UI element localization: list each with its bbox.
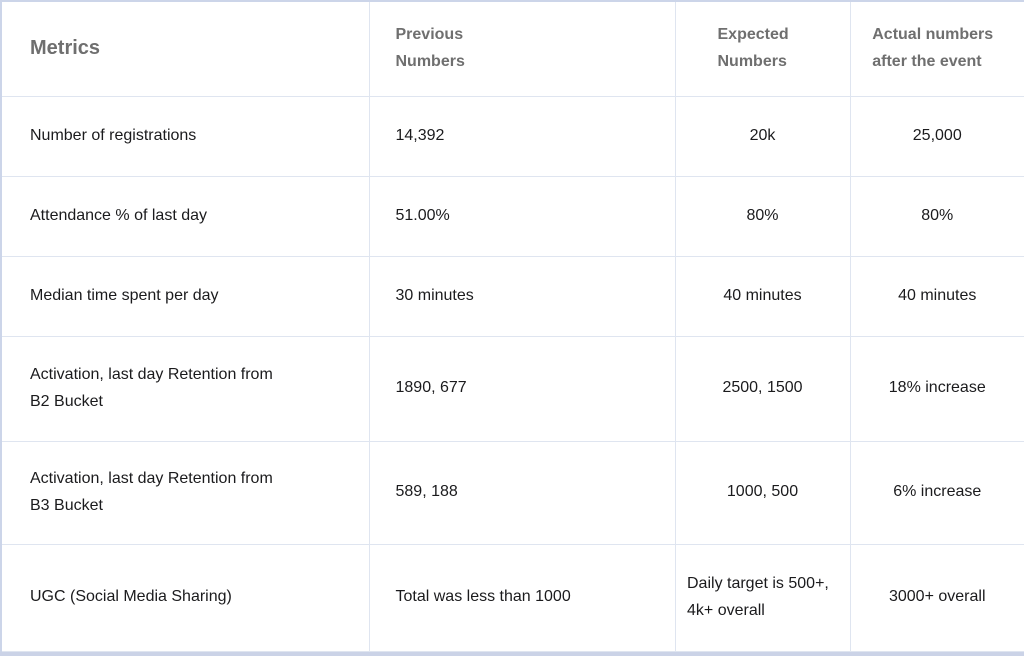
cell-metric-text: UGC (Social Media Sharing) (30, 588, 232, 606)
cell-expected[interactable]: 20k (674, 95, 851, 177)
cell-previous[interactable]: 1890, 677 (368, 335, 676, 442)
cell-previous[interactable]: 589, 188 (368, 440, 676, 545)
table-row-activation-b2: Activation, last day Retention from B2 B… (0, 335, 1024, 442)
table-row-median-time: Median time spent per day 30 minutes 40 … (0, 255, 1024, 337)
cell-previous-text: 1890, 677 (395, 379, 467, 397)
table-row-activation-b3: Activation, last day Retention from B3 B… (0, 440, 1024, 545)
column-header-metrics-label: Metrics (30, 37, 101, 60)
cell-metric-text: Median time spent per day (30, 286, 219, 304)
cell-previous-text: Total was less than 1000 (395, 588, 571, 606)
cell-expected[interactable]: 80% (674, 175, 851, 257)
cell-actual[interactable]: 6% increase (849, 440, 1024, 545)
cell-actual-text: 6% increase (893, 483, 982, 501)
cell-expected[interactable]: 2500, 1500 (674, 335, 851, 442)
cell-actual-text: 80% (921, 206, 954, 224)
cell-expected[interactable]: 1000, 500 (674, 440, 851, 545)
table-header-row: Metrics Previous Numbers Expected Number… (0, 0, 1024, 97)
cell-previous-text: 30 minutes (395, 286, 474, 304)
cell-expected-text: 80% (746, 206, 779, 224)
cell-previous[interactable]: 14,392 (368, 95, 676, 177)
cell-metric-text: Number of registrations (30, 126, 197, 144)
cell-actual-text: 3000+ overall (888, 588, 986, 606)
cell-expected-text: 2500, 1500 (722, 379, 803, 397)
cell-metric[interactable]: Activation, last day Retention from B2 B… (0, 335, 370, 442)
table-row-registrations: Number of registrations 14,392 20k 25,00… (0, 95, 1024, 177)
cell-metric[interactable]: Number of registrations (0, 95, 370, 177)
cell-actual[interactable]: 80% (849, 175, 1024, 257)
cell-metric-text: Activation, last day Retention from B2 B… (30, 366, 273, 410)
cell-expected-text: 1000, 500 (726, 483, 799, 501)
cell-expected[interactable]: Daily target is 500+, 4k+ overall (674, 543, 851, 652)
cell-actual[interactable]: 25,000 (849, 95, 1024, 177)
column-header-actual-numbers[interactable]: Actual numbers after the event (849, 0, 1024, 97)
cell-metric[interactable]: Attendance % of last day (0, 175, 370, 257)
cell-expected[interactable]: 40 minutes (674, 255, 851, 337)
cell-actual[interactable]: 18% increase (849, 335, 1024, 442)
cell-previous[interactable]: Total was less than 1000 (368, 543, 676, 652)
cell-previous[interactable]: 51.00% (368, 175, 676, 257)
column-header-expected-numbers-label: Expected Numbers (717, 26, 789, 70)
table-row-ugc: UGC (Social Media Sharing) Total was les… (0, 543, 1024, 652)
cell-expected-text: 20k (749, 126, 776, 144)
cell-previous-text: 589, 188 (395, 483, 458, 501)
column-header-expected-numbers[interactable]: Expected Numbers (674, 0, 851, 97)
cell-previous-text: 51.00% (395, 206, 450, 224)
cell-metric[interactable]: Activation, last day Retention from B3 B… (0, 440, 370, 545)
cell-metric-text: Activation, last day Retention from B3 B… (30, 470, 273, 514)
column-header-metrics[interactable]: Metrics (0, 0, 370, 97)
column-header-previous-numbers[interactable]: Previous Numbers (368, 0, 676, 97)
cell-actual-text: 25,000 (912, 126, 962, 144)
cell-metric[interactable]: Median time spent per day (0, 255, 370, 337)
bottom-accent-bar (0, 651, 1024, 656)
cell-actual[interactable]: 3000+ overall (849, 543, 1024, 652)
cell-expected-text: Daily target is 500+, 4k+ overall (687, 575, 829, 619)
cell-metric-text: Attendance % of last day (30, 206, 207, 224)
cell-expected-text: 40 minutes (723, 286, 802, 304)
table-row-attendance: Attendance % of last day 51.00% 80% 80% (0, 175, 1024, 257)
cell-actual-text: 18% increase (888, 379, 986, 397)
cell-previous-text: 14,392 (395, 126, 445, 144)
cell-previous[interactable]: 30 minutes (368, 255, 676, 337)
column-header-previous-numbers-label: Previous Numbers (395, 26, 465, 70)
cell-actual[interactable]: 40 minutes (849, 255, 1024, 337)
cell-actual-text: 40 minutes (898, 286, 977, 304)
cell-metric[interactable]: UGC (Social Media Sharing) (0, 543, 370, 652)
column-header-actual-numbers-label: Actual numbers after the event (872, 26, 994, 70)
